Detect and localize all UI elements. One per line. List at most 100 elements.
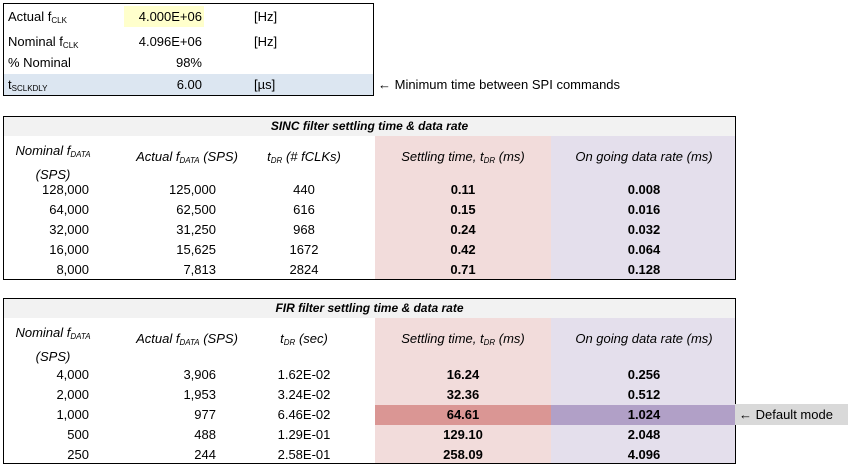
settling-cell: 0.15: [450, 202, 476, 217]
param-label: tSCLKDLY: [8, 74, 48, 95]
nominal-cell: 32,000: [49, 222, 89, 237]
header-actual: Actual fDATA (SPS): [132, 149, 242, 165]
nominal-cell: 1,000: [56, 407, 89, 422]
rate-cell: 0.064: [627, 242, 661, 257]
rate-cell: 0.256: [627, 367, 661, 382]
header-sub: DR: [483, 156, 496, 165]
rate-column-bg: [551, 136, 735, 279]
tdr-cell: 440: [293, 182, 315, 197]
header-text: Nominal f: [15, 143, 71, 158]
header-sub: DATA: [179, 156, 200, 165]
rate-column-bg: [551, 318, 735, 463]
actual-cell: 15,625: [176, 242, 216, 257]
header-text: t: [280, 331, 284, 346]
actual-cell: 3,906: [183, 367, 216, 382]
actual-cell: 244: [194, 447, 216, 462]
param-value[interactable]: 4.000E+06: [124, 6, 204, 27]
header-unit: (ms): [495, 331, 525, 346]
header-unit: (ms): [495, 149, 525, 164]
header-nominal: Nominal fDATA (SPS): [8, 323, 98, 367]
header-sub: DATA: [70, 150, 91, 159]
table-row: 250 244 2.58E-01 258.09 4.096: [4, 445, 735, 465]
header-unit: (# fCLKs): [282, 149, 341, 164]
param-label: Actual fCLK: [8, 6, 67, 27]
param-label-text: % Nominal: [8, 55, 71, 70]
tdr-cell: 968: [293, 222, 315, 237]
header-text: Settling time, t: [401, 149, 484, 164]
param-label: % Nominal: [8, 52, 71, 73]
header-tdr: tDR (# fCLKs): [254, 149, 354, 165]
header-unit: (SPS): [199, 149, 238, 164]
actual-cell: 7,813: [183, 262, 216, 277]
actual-cell: 31,250: [176, 222, 216, 237]
table-row: 64,000 62,500 616 0.15 0.016: [4, 200, 735, 220]
table-row: 16,000 15,625 1672 0.42 0.064: [4, 240, 735, 260]
tdr-cell: 2.58E-01: [277, 447, 331, 462]
table-row: 2,000 1,953 3.24E-02 32.36 0.512: [4, 385, 735, 405]
settling-cell: 258.09: [443, 447, 483, 462]
settling-cell: 129.10: [443, 427, 483, 442]
settling-cell: 0.42: [450, 242, 476, 257]
nominal-cell: 2,000: [56, 387, 89, 402]
param-unit: [Hz]: [254, 34, 278, 49]
default-mode-note: ← Default mode: [735, 404, 848, 425]
nominal-cell: 4,000: [56, 367, 89, 382]
nominal-cell: 8,000: [56, 262, 89, 277]
tdr-cell: 6.46E-02: [277, 407, 331, 422]
rate-cell: 0.512: [627, 387, 661, 402]
param-label: Nominal fCLK: [8, 31, 78, 52]
settling-cell: 16.24: [446, 367, 480, 382]
nominal-cell: 128,000: [42, 182, 89, 197]
tdr-cell: 1672: [289, 242, 319, 257]
actual-cell: 125,000: [169, 182, 216, 197]
rate-cell: 4.096: [627, 447, 661, 462]
settling-column-bg: [375, 318, 551, 463]
param-row: tSCLKDLY 6.00 [µs]: [4, 74, 373, 95]
table-row: 32,000 31,250 968 0.24 0.032: [4, 220, 735, 240]
rate-cell: 1.024: [551, 405, 737, 425]
param-value: 4.096E+06: [138, 34, 202, 49]
header-unit: (SPS): [35, 167, 71, 182]
settling-cell: 64.61: [375, 405, 551, 425]
header-nominal: Nominal fDATA (SPS): [8, 141, 98, 185]
sinc-filter-table: SINC filter settling time & data rate Nom…: [3, 116, 736, 280]
nominal-cell: 16,000: [49, 242, 89, 257]
header-text: Actual f: [136, 149, 180, 164]
tdr-cell: 3.24E-02: [277, 387, 331, 402]
param-label-sub: CLK: [62, 41, 79, 50]
table-title: FIR filter settling time & data rate: [4, 299, 735, 318]
header-rate: On going data rate (ms): [575, 331, 713, 346]
param-unit: [µs]: [254, 77, 276, 92]
table-row: 4,000 3,906 1.62E-02 16.24 0.256: [4, 365, 735, 385]
actual-cell: 488: [194, 427, 216, 442]
actual-cell: 62,500: [176, 202, 216, 217]
tdr-cell: 2824: [289, 262, 319, 277]
header-unit: (SPS): [35, 349, 71, 364]
fir-filter-table: FIR filter settling time & data rate Nomi…: [3, 298, 737, 465]
header-text: Nominal f: [15, 325, 71, 340]
header-sub: DATA: [179, 338, 200, 347]
param-label-sub: SCLKDLY: [11, 84, 48, 93]
param-value: 98%: [175, 55, 202, 70]
param-label-sub: CLK: [51, 16, 67, 25]
param-row: % Nominal 98%: [4, 52, 373, 73]
header-sub: DR: [483, 338, 496, 347]
header-sub: DR: [283, 338, 296, 347]
header-text: t: [267, 149, 271, 164]
rate-cell: 0.128: [627, 262, 661, 277]
header-text: Settling time, t: [401, 331, 484, 346]
header-text: Actual f: [136, 331, 180, 346]
tdr-cell: 616: [293, 202, 315, 217]
settling-column-bg: [375, 136, 551, 279]
header-settling: Settling time, tDR (ms): [375, 149, 551, 165]
header-unit: (sec): [295, 331, 328, 346]
settling-cell: 0.71: [450, 262, 476, 277]
header-sub: DR: [270, 156, 283, 165]
actual-cell: 977: [194, 407, 216, 422]
rate-cell: 2.048: [627, 427, 661, 442]
nominal-cell: 500: [67, 427, 89, 442]
table-row: 500 488 1.29E-01 129.10 2.048: [4, 425, 735, 445]
rate-cell: 0.016: [627, 202, 661, 217]
header-unit: (SPS): [199, 331, 238, 346]
rate-cell: 0.032: [627, 222, 661, 237]
